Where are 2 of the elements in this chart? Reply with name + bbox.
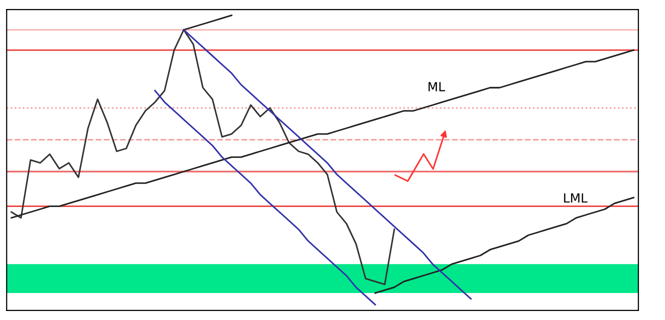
annotation: ML [428,82,446,92]
annotation: LML [564,193,588,203]
